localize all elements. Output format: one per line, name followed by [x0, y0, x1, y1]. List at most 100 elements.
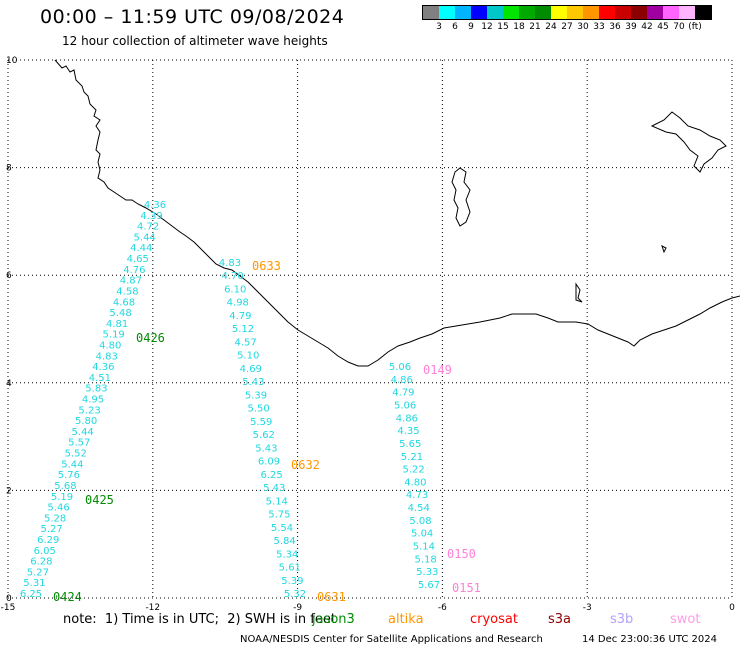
mission-label-s3a: s3a — [548, 612, 572, 627]
swh-value-label: 4.69 — [240, 364, 262, 375]
swh-value-label: 4.51 — [89, 373, 111, 384]
swh-value-label: 6.25 — [20, 589, 42, 600]
legend-label: 36 — [609, 22, 621, 32]
pass-time-label: 0151 — [452, 581, 481, 595]
swh-value-label: 5.06 — [389, 362, 411, 373]
legend-label: 45 — [657, 22, 669, 32]
legend-label: 39 — [625, 22, 637, 32]
swh-value-label: 5.21 — [401, 452, 423, 463]
swh-value-label: 4.35 — [397, 426, 419, 437]
swh-value-label: 4.58 — [116, 286, 138, 297]
swh-value-label: 5.68 — [54, 481, 76, 492]
legend-label: 30 — [577, 22, 589, 32]
legend-label: 3 — [436, 22, 442, 32]
swh-value-label: 5.80 — [75, 416, 97, 427]
legend-swatch — [423, 6, 439, 19]
legend-label: 33 — [593, 22, 605, 32]
swh-value-label: 4.83 — [96, 351, 118, 362]
swh-value-label: 5.14 — [413, 542, 435, 553]
swh-value-label: 4.80 — [99, 340, 121, 351]
swh-value-label: 4.36 — [92, 362, 114, 373]
swh-value-label: 4.76 — [123, 265, 145, 276]
swh-value-label: 4.81 — [106, 319, 128, 330]
pass-time-label: 0149 — [423, 363, 452, 377]
swh-value-label: 5.76 — [58, 470, 80, 481]
lon-tick-label: -9 — [293, 603, 302, 613]
swh-value-label: 6.09 — [258, 457, 280, 468]
lon-tick-label: 0 — [729, 603, 735, 613]
lat-tick-label: 10 — [6, 56, 18, 66]
swh-value-label: 4.80 — [404, 477, 426, 488]
legend-label: (ft) — [688, 22, 702, 32]
island-marker — [661, 245, 667, 254]
lon-tick-label: -6 — [438, 603, 447, 613]
nigeria-lake-outline — [650, 111, 727, 173]
swh-value-label: 5.14 — [266, 496, 288, 507]
swh-value-label: 4.87 — [120, 276, 142, 287]
legend-swatch — [679, 6, 695, 19]
swh-value-label: 5.04 — [411, 529, 433, 540]
swh-value-label: 6.25 — [260, 470, 282, 481]
swh-value-label: 5.19 — [51, 492, 73, 503]
swh-value-label: 5.44 — [134, 232, 156, 243]
swh-value-label: 5.61 — [279, 563, 301, 574]
swh-value-label: 5.43 — [255, 443, 277, 454]
legend-swatch — [503, 6, 519, 19]
legend-label: 15 — [497, 22, 509, 32]
niger-delta-fragment — [575, 282, 583, 303]
legend-swatch — [439, 6, 455, 19]
swh-value-label: 5.08 — [409, 516, 431, 527]
mission-label-cryosat: cryosat — [470, 612, 518, 627]
footer-note: note: 1) Time is in UTC; 2) SWH is in fe… — [63, 612, 336, 627]
swh-value-label: 4.79 — [229, 311, 251, 322]
swh-value-label: 4.70 — [221, 271, 243, 282]
legend-swatch — [455, 6, 471, 19]
legend-label: 12 — [481, 22, 493, 32]
swh-value-label: 5.33 — [416, 567, 438, 578]
legend-swatch — [695, 6, 711, 19]
swh-value-label: 4.54 — [408, 503, 430, 514]
pass-labels: 0424 0425 0426 0631 0632 0633 0151 0150 0149 — [53, 259, 481, 604]
swh-value-label: 5.84 — [273, 536, 295, 547]
lat-tick-label: 0 — [6, 594, 12, 604]
legend-label: 9 — [468, 22, 474, 32]
swh-value-label: 5.48 — [109, 308, 131, 319]
swh-value-label: 5.43 — [242, 377, 264, 388]
legend-swatch — [551, 6, 567, 19]
mission-label-altika: altika — [388, 612, 424, 627]
swh-value-label: 4.68 — [113, 297, 135, 308]
swh-value-label: 5.28 — [44, 513, 66, 524]
legend-swatch — [535, 6, 551, 19]
legend-label: 24 — [545, 22, 557, 32]
swh-value-label: 4.79 — [392, 388, 414, 399]
legend-swatch — [487, 6, 503, 19]
mission-label-jason3: jason3 — [312, 612, 355, 627]
swh-value-label: 5.39 — [281, 576, 303, 587]
pass-time-label: 0426 — [136, 331, 165, 345]
map-grid: -15 -12 -9 -6 -3 0 0 2 4 6 8 10 — [1, 56, 735, 613]
swh-value-label: 5.19 — [103, 330, 125, 341]
mission-label-s3b: s3b — [610, 612, 634, 627]
swh-value-label: 6.05 — [34, 546, 56, 557]
generation-timestamp: 14 Dec 23:00:36 UTC 2024 — [582, 634, 717, 645]
legend-swatch — [567, 6, 583, 19]
swh-value-label: 5.65 — [399, 439, 421, 450]
legend-swatch — [647, 6, 663, 19]
lon-tick-label: -12 — [145, 603, 160, 613]
swh-value-label: 4.44 — [130, 243, 152, 254]
swh-value-label: 5.75 — [268, 510, 290, 521]
pass-time-label: 0631 — [317, 590, 346, 604]
swh-value-label: 5.50 — [247, 404, 269, 415]
legend-labels: 3 6 9 12 15 18 21 24 27 30 33 36 39 42 45 70 (ft) — [422, 22, 712, 36]
swh-value-label: 5.27 — [41, 524, 63, 535]
swh-value-label: 5.43 — [263, 483, 285, 494]
swh-value-label: 4.98 — [227, 298, 249, 309]
legend-label: 21 — [529, 22, 541, 32]
west-africa-coastline — [54, 59, 740, 367]
coastline — [54, 59, 740, 367]
swh-value-label: 4.86 — [396, 413, 418, 424]
swh-value-label: 5.54 — [271, 523, 293, 534]
lat-tick-label: 2 — [6, 486, 12, 496]
swh-value-label: 5.62 — [253, 430, 275, 441]
